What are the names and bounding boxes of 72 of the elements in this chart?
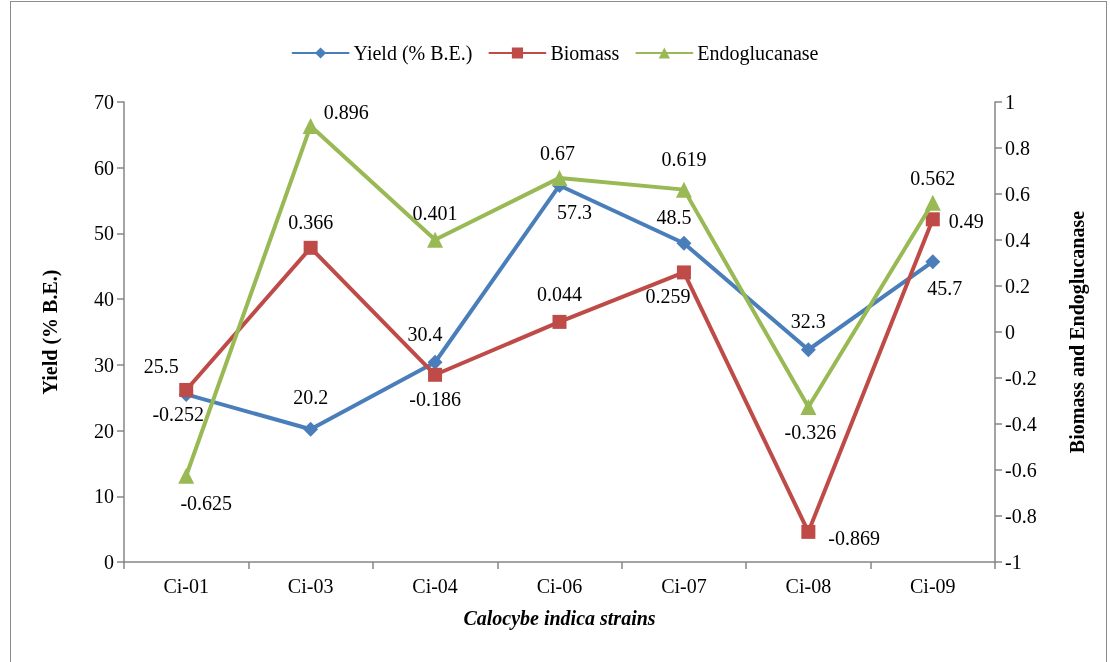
data-label: 0.562 (910, 166, 956, 189)
y2-tick-label: 0.4 (1005, 229, 1030, 251)
point (302, 117, 319, 134)
x-tick-label: Ci-06 (536, 575, 583, 597)
y-axis-title: Yield (% B.E.) (39, 269, 62, 395)
y-tick-label: 0 (104, 551, 114, 573)
data-label: -0.252 (152, 402, 205, 425)
point (675, 181, 692, 198)
data-label: 25.5 (143, 354, 179, 377)
point (676, 235, 692, 251)
data-label: 0.67 (540, 141, 575, 164)
y-tick-label: 30 (94, 353, 114, 376)
x-tick-label: Ci-09 (910, 575, 956, 597)
x-tick-label: Ci-03 (287, 575, 334, 597)
data-label: 48.5 (656, 205, 692, 228)
y-tick-label: 50 (94, 222, 114, 245)
point (303, 240, 318, 255)
y2-tick-label: 0.6 (1005, 183, 1030, 205)
point (676, 265, 691, 280)
legend-label: Endoglucanase (697, 42, 819, 65)
point (801, 524, 816, 539)
data-label: 0.366 (288, 210, 334, 233)
point (428, 367, 443, 382)
x-tick-label: Ci-07 (661, 575, 707, 597)
point (303, 421, 319, 437)
data-label: -0.869 (828, 526, 881, 549)
y2-tick-label: 1 (1005, 91, 1015, 113)
point (800, 398, 817, 415)
point (178, 467, 195, 484)
y-tick-label: 10 (94, 485, 114, 508)
point (925, 254, 941, 270)
y-tick-label: 40 (94, 288, 114, 311)
point (179, 382, 194, 397)
x-tick-label: Ci-04 (412, 575, 458, 597)
x-tick-label: Ci-01 (163, 575, 209, 597)
x-tick-label: Ci-08 (785, 575, 832, 597)
y2-tick-label: 0.2 (1005, 275, 1030, 297)
data-label: 30.4 (407, 322, 443, 345)
y2-tick-label: -0.8 (1005, 505, 1037, 527)
point (924, 194, 941, 211)
data-label: 0.49 (948, 210, 984, 233)
y2-tick-label: 0.8 (1005, 137, 1030, 159)
y-tick-label: 20 (94, 419, 114, 442)
y2-axis-title: Biomass and Endoglucanase (1066, 210, 1089, 454)
data-label: 0.401 (412, 201, 458, 224)
y2-tick-label: -1 (1005, 551, 1022, 573)
y2-tick-label: 0 (1005, 321, 1015, 343)
point (552, 314, 567, 329)
data-label: 45.7 (927, 277, 963, 300)
data-label: -0.625 (180, 491, 233, 514)
legend-label: Yield (% B.E.) (353, 42, 473, 65)
point (427, 231, 444, 248)
data-label: -0.326 (784, 420, 837, 443)
data-label: 57.3 (557, 200, 592, 223)
point (925, 212, 940, 227)
data-label: 0.259 (645, 285, 691, 308)
data-label: 20.2 (293, 385, 329, 408)
y2-tick-label: -0.2 (1005, 367, 1037, 389)
data-label: 32.3 (790, 310, 826, 333)
point (800, 342, 816, 358)
y-tick-label: 60 (94, 156, 114, 179)
y2-tick-label: -0.6 (1005, 459, 1037, 481)
y2-tick-label: -0.4 (1005, 413, 1037, 435)
x-axis-title: Calocybe indica strains (463, 607, 656, 630)
data-label: 0.896 (323, 100, 369, 123)
legend-label: Biomass (550, 42, 620, 64)
data-label: 0.619 (661, 147, 707, 170)
y-tick-label: 70 (94, 91, 114, 113)
point (427, 354, 443, 370)
point (551, 169, 568, 186)
data-label: 0.044 (537, 282, 582, 305)
data-label: -0.186 (409, 387, 461, 410)
